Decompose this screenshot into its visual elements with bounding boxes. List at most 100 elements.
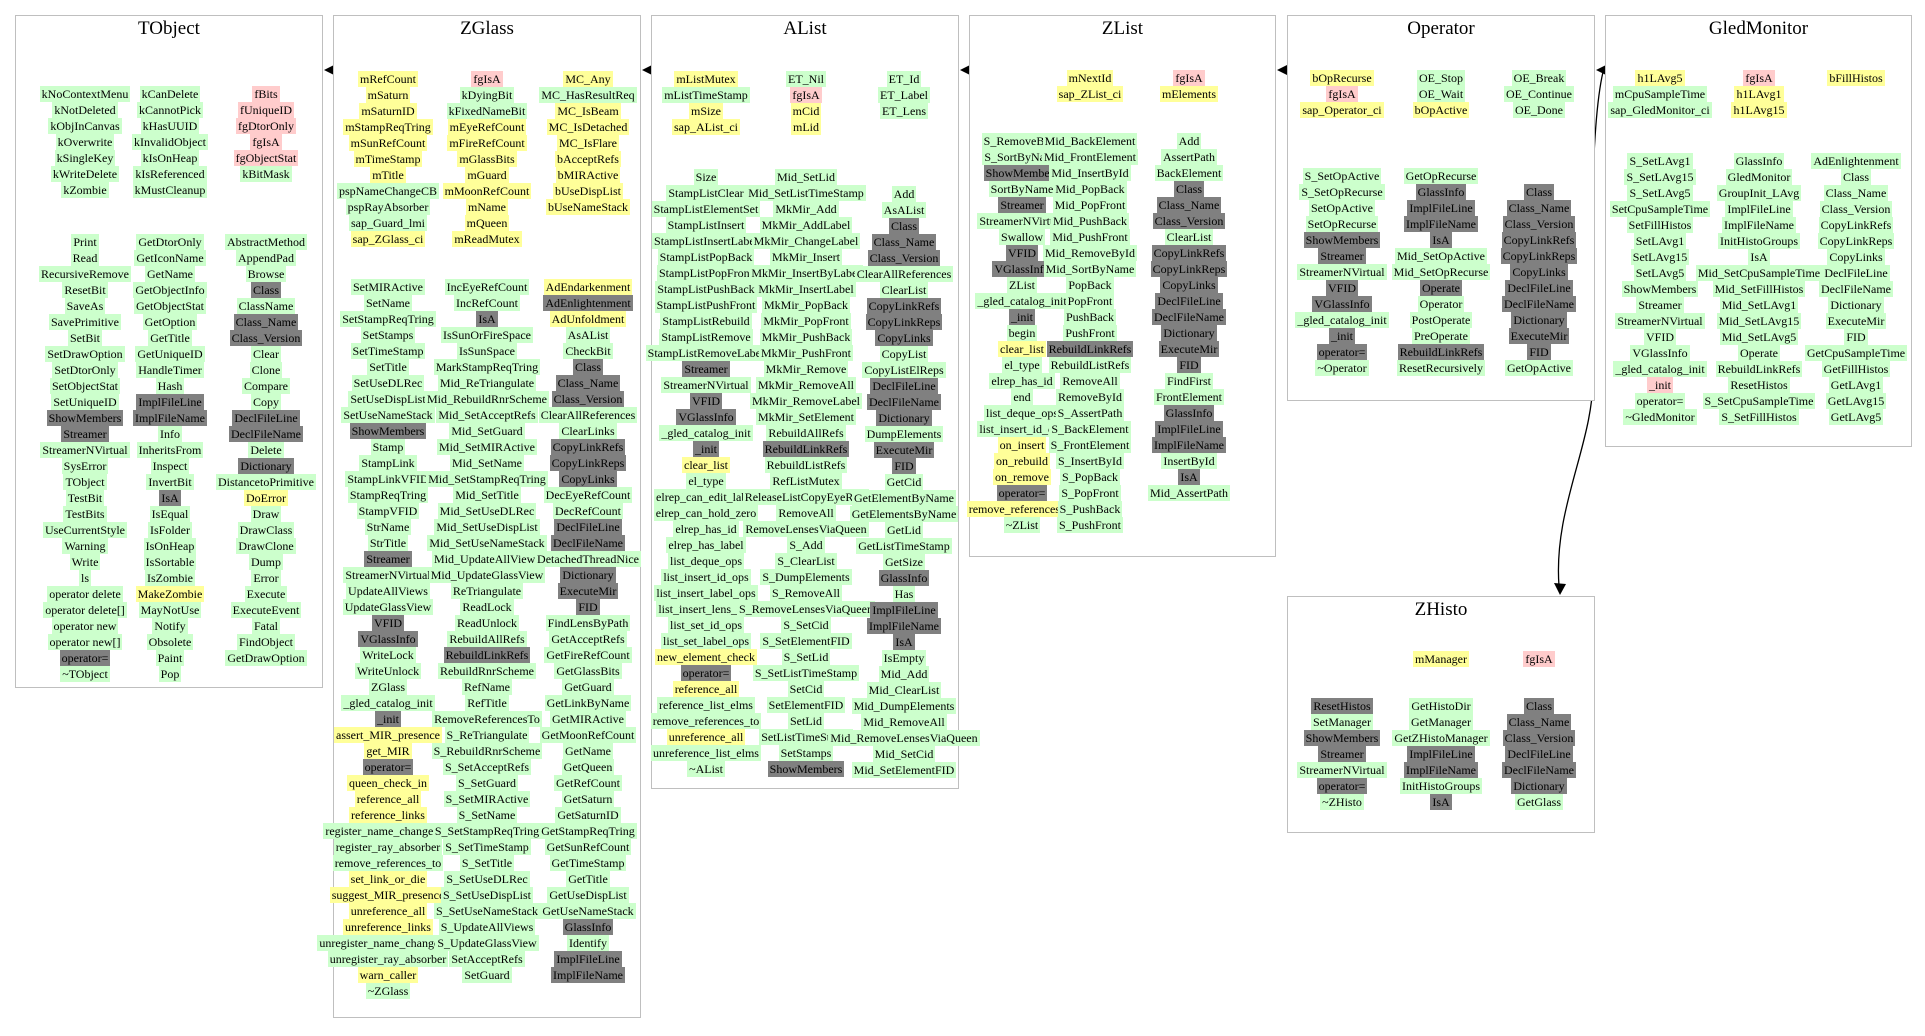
member-gledmonitor-3-0: S_SetLAvg1	[1627, 153, 1693, 169]
member-zglass-5-0: AdEndarkenment	[543, 279, 633, 295]
member-zglass-3-40: unreference_links	[343, 919, 433, 935]
column-gledmonitor-2: bFillHistos	[1806, 70, 1906, 86]
member-zhisto-5-4: DeclFileName	[1502, 762, 1576, 778]
member-alist-5-33: Mid_RemoveAll	[861, 714, 947, 730]
member-alist-5-22: GetListTimeStamp	[856, 538, 952, 554]
member-zglass-4-15: Mid_SetUseDispList	[434, 519, 540, 535]
member-alist-3-15: VGlassInfo	[676, 409, 736, 425]
member-zhisto-5-1: Class_Name	[1506, 714, 1572, 730]
member-zglass-1-3: mEyeRefCount	[447, 119, 527, 135]
column-operator-2: OE_Break OE_Continue OE_Done	[1489, 70, 1589, 118]
member-gledmonitor-5-14: GetLAvg1	[1828, 377, 1884, 393]
member-operator-3-12: ~Operator	[1315, 360, 1369, 376]
member-zlist-2-18: list_insert_id_ops	[977, 421, 1067, 437]
member-zglass-5-32: GetSaturn	[561, 791, 615, 807]
member-zhisto-4-1: GetManager	[1409, 714, 1473, 730]
member-gledmonitor-4-1: GledMonitor	[1725, 169, 1793, 185]
member-zlist-3-18: S_BackElement	[1049, 421, 1131, 437]
member-alist-3-33: reference_list_elms	[657, 697, 755, 713]
member-zglass-3-15: StrName	[364, 519, 412, 535]
member-alist-3-27: list_insert_lens_ops	[656, 601, 756, 617]
member-zglass-4-5: MarkStampReqTring	[433, 359, 541, 375]
member-gledmonitor-3-14: _init	[1646, 377, 1673, 393]
member-tobject-3-7: SetDrawOption	[45, 346, 125, 362]
member-zglass-3-8: SetUseNameStack	[341, 407, 435, 423]
member-zglass-0-5: mTimeStamp	[353, 151, 423, 167]
member-operator-5-11: GetOpActive	[1505, 360, 1573, 376]
member-tobject-3-2: RecursiveRemove	[39, 266, 131, 282]
member-zhisto-3-4: StreamerNVirtual	[1297, 762, 1387, 778]
member-tobject-3-24: operator new	[51, 618, 119, 634]
member-alist-5-6: ClearList	[879, 282, 929, 298]
member-zglass-4-23: RebuildLinkRefs	[443, 647, 531, 663]
member-zglass-5-26: GetLinkByName	[544, 695, 632, 711]
member-operator-4-4: IsA	[1430, 232, 1452, 248]
member-operator-3-9: _gled_catalog_init	[1295, 312, 1389, 328]
member-alist-5-13: DeclFileName	[867, 394, 941, 410]
member-tobject-2-1: fUniqueID	[238, 102, 294, 118]
member-gledmonitor-4-8: Mid_SetFillHistos	[1712, 281, 1806, 297]
member-zlist-4-11: DeclFileName	[1152, 309, 1226, 325]
member-zlist-2-8: VGlassInfo	[992, 261, 1052, 277]
member-tobject-5-8: Clone	[249, 362, 283, 378]
member-zglass-4-43: SetGuard	[462, 967, 512, 983]
member-tobject-5-20: Dump	[249, 554, 283, 570]
member-zglass-4-42: SetAcceptRefs	[449, 951, 525, 967]
column-gledmonitor-5: AdEnlightenment Class Class_Name Class_Vers…	[1804, 153, 1908, 425]
member-alist-5-19: GetElementByName	[852, 490, 956, 506]
member-tobject-4-20: IsSortable	[143, 554, 197, 570]
column-zhisto-2: fgIsA	[1489, 651, 1589, 667]
member-zglass-5-16: DeclFileName	[551, 535, 625, 551]
column-operator-0: bOpRecurse fgIsA sap_Operator_ci	[1292, 70, 1392, 118]
member-zlist-2-14: el_type	[1002, 357, 1042, 373]
member-zglass-3-35: register_ray_absorber	[333, 839, 443, 855]
member-zlist-4-17: GlassInfo	[1163, 405, 1215, 421]
member-tobject-4-19: IsOnHeap	[143, 538, 197, 554]
member-zhisto-3-2: ShowMembers	[1303, 730, 1381, 746]
member-alist-4-4: MkMir_ChangeLabel	[751, 233, 861, 249]
column-zhisto-3: ResetHistos SetManager ShowMembers Streamer…	[1292, 698, 1392, 810]
member-zlist-4-2: BackElement	[1154, 165, 1224, 181]
member-zglass-3-2: SetStampReqTring	[340, 311, 436, 327]
member-gledmonitor-3-11: VFID	[1643, 329, 1676, 345]
member-alist-4-22: RemoveLensesViaQueen	[743, 521, 869, 537]
member-zglass-3-33: reference_links	[349, 807, 427, 823]
member-gledmonitor-4-11: Mid_SetLAvg5	[1719, 329, 1799, 345]
member-operator-4-5: Mid_SetOpActive	[1395, 248, 1487, 264]
member-tobject-1-2: kHasUUID	[140, 118, 200, 134]
member-zhisto-5-0: Class	[1523, 698, 1554, 714]
column-tobject-5: AbstractMethod AppendPad Browse Class ClassN…	[216, 234, 316, 666]
member-gledmonitor-4-9: Mid_SetLAvg1	[1719, 297, 1799, 313]
member-zglass-5-10: CopyLinkRefs	[550, 439, 626, 455]
member-alist-3-23: elrep_has_label	[666, 537, 746, 553]
member-alist-5-24: GlassInfo	[878, 570, 930, 586]
member-zglass-3-3: SetStamps	[360, 327, 416, 343]
member-zlist-4-15: FindFirst	[1164, 373, 1213, 389]
member-alist-3-24: list_deque_ops	[668, 553, 744, 569]
member-operator-5-6: DeclFileLine	[1505, 280, 1573, 296]
member-alist-4-23: S_Add	[787, 537, 825, 553]
member-operator-3-2: SetOpActive	[1309, 200, 1375, 216]
member-tobject-4-5: GetOption	[142, 314, 198, 330]
column-alist-0: mListMutex mListTimeStamp mSize sap_AList_c…	[656, 71, 756, 135]
member-zlist-4-22: Mid_AssertPath	[1148, 485, 1230, 501]
member-zglass-3-34: register_name_change_cb	[323, 823, 453, 839]
member-alist-4-21: RemoveAll	[776, 505, 836, 521]
member-operator-4-2: ImplFileLine	[1407, 200, 1475, 216]
member-zglass-3-32: reference_all	[354, 791, 422, 807]
member-tobject-5-26: GetDrawOption	[225, 650, 307, 666]
member-zglass-5-11: CopyLinkReps	[549, 455, 627, 471]
column-tobject-1: kCanDelete kCannotPick kHasUUID kInvalidObj…	[120, 86, 220, 198]
member-alist-5-30: Mid_Add	[878, 666, 930, 682]
member-tobject-5-17: Draw	[250, 506, 282, 522]
member-operator-5-9: ExecuteMir	[1508, 328, 1570, 344]
member-alist-3-4: StampListInsertLabel	[652, 233, 760, 249]
member-tobject-3-9: SetObjectStat	[50, 378, 120, 394]
member-operator-4-12: ResetRecursively	[1397, 360, 1485, 376]
member-alist-4-36: SetStamps	[778, 745, 834, 761]
class-title-gledmonitor: GledMonitor	[1708, 18, 1809, 39]
member-zglass-5-8: ClearAllReferences	[538, 407, 638, 423]
member-tobject-4-27: Pop	[158, 666, 182, 682]
member-tobject-3-20: Write	[69, 554, 101, 570]
member-alist-4-27: S_RemoveLensesViaQueen	[737, 601, 875, 617]
